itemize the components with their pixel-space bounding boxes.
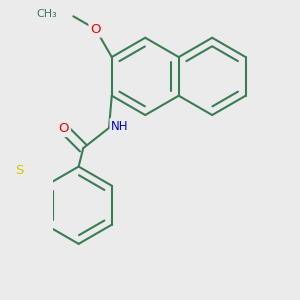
Text: O: O: [90, 23, 101, 36]
Text: S: S: [15, 164, 23, 177]
Text: CH₃: CH₃: [36, 8, 57, 19]
Text: O: O: [58, 122, 69, 135]
Text: CH₃: CH₃: [0, 190, 1, 200]
Text: NH: NH: [111, 120, 129, 133]
